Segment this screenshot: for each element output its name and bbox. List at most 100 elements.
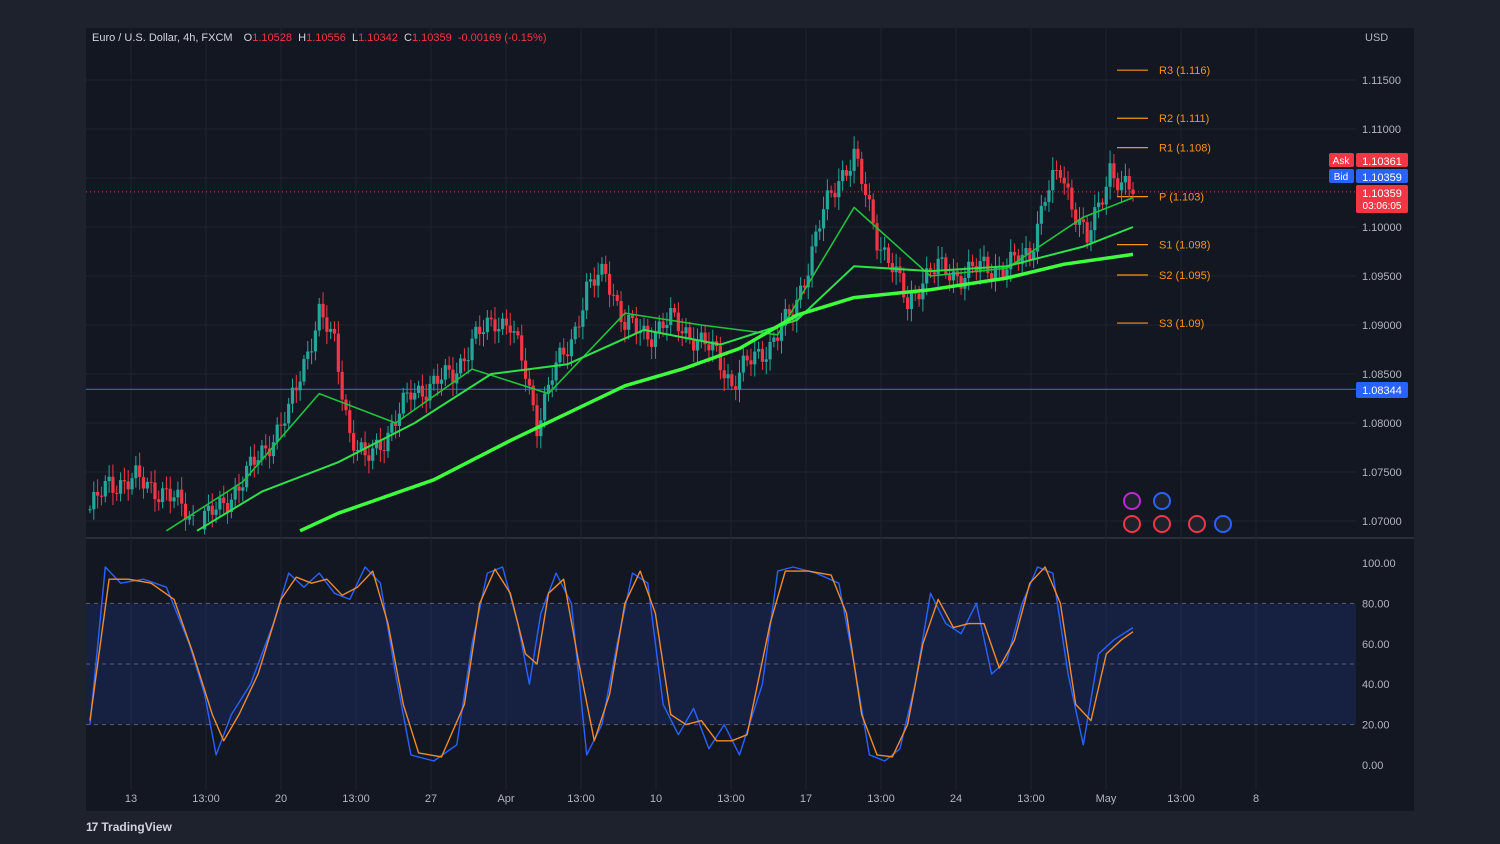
candle-body [420,385,424,397]
stoch-line [89,566,1134,758]
price-axis-tick-label: 1.10000 [1362,222,1402,234]
candle-body [871,199,875,224]
candle-body [802,285,807,288]
candle-body [650,339,654,347]
candle-body [917,293,921,300]
candle-body [271,442,275,457]
candle-body [527,378,531,386]
candle-body [623,322,627,330]
candle-body [577,326,581,328]
candle-body [902,273,906,298]
candle-body [607,273,612,295]
hline-badge: 1.08344 [1362,385,1402,397]
candle-body [585,281,589,311]
candle-body [229,499,233,512]
low-value: 1.10342 [358,32,398,44]
price-axis-tick-label: 1.11000 [1362,124,1401,136]
candle-body [1028,248,1032,260]
candle-body [520,335,524,361]
candle-body [432,375,436,384]
open-value: 1.10528 [252,32,292,44]
candle-body [443,365,447,380]
candle-body [1085,222,1089,243]
candle-body [982,256,986,262]
ask-label-bg [1329,153,1354,167]
candle-body [474,326,478,339]
candle-body [470,338,474,361]
candle-body [1081,219,1085,223]
candle-body [680,331,684,334]
tradingview-brand[interactable]: 17 TradingView [86,820,172,834]
candle-body [290,387,295,404]
candle-body [592,279,596,286]
ema-line [299,252,1134,533]
price-axis-tick-label: 1.08000 [1362,418,1402,430]
candle-body [466,360,470,362]
economic-event-icon [1123,492,1141,510]
candle-body [153,482,157,500]
candle-body [860,158,864,184]
candle-body [1066,183,1070,188]
candle-body [111,476,115,493]
candle-body [1051,170,1055,191]
chart-frame [86,28,1414,811]
candle-body [1074,209,1078,225]
candle-body [543,393,547,421]
candle-body [653,332,658,347]
candle-body [260,445,264,461]
candle-body [856,148,860,159]
bid-badge: 1.10359 [1362,172,1402,184]
candle-body [615,294,619,301]
candle-body [512,331,516,333]
candle-body [692,338,696,351]
x-axis-tick-label: May [1096,793,1117,805]
x-axis-tick-label: 13:00 [717,793,745,805]
candle-body [405,392,409,394]
candle-body [814,231,818,247]
candle-body [149,481,153,483]
candle-body [504,318,509,326]
candle-body [565,354,570,357]
candle-body [844,170,849,176]
candle-body [718,346,722,371]
candle-body [478,326,482,335]
candle-body [501,318,505,330]
candle-body [657,321,661,333]
candle-body [970,261,975,267]
x-axis-tick-label: 8 [1253,793,1259,805]
candle-body [485,317,489,333]
candle-body [879,249,883,251]
candle-body [1012,251,1017,256]
candle-body [1077,219,1082,225]
change-value: -0.00169 (-0.15%) [457,32,547,44]
candle-body [96,491,100,496]
candle-body [336,333,340,372]
candle-body [913,292,917,294]
candle-body [1062,177,1066,184]
candle-body [745,355,749,361]
candle-body [248,456,253,466]
candle-body [699,332,703,341]
candle-body [978,261,982,273]
tradingview-logo-icon: 17 [86,820,98,834]
candle-body [688,327,692,339]
candle-body [741,355,745,373]
candle-body [821,209,826,229]
candle-body [886,247,891,264]
candle-body [986,256,990,274]
candle-body [604,263,608,274]
candle-body [852,148,856,171]
pivot-level-label: S1 (1.098) [1159,240,1210,252]
candle-body [497,329,501,332]
pivot-level-label: R2 (1.111) [1159,113,1209,125]
candle-body [581,310,585,327]
candle-body [630,315,635,319]
candle-body [206,505,211,511]
symbol-title[interactable]: Euro / U.S. Dollar, 4h, FXCM [92,32,233,44]
candle-body [329,328,333,332]
bid-label-bg [1329,169,1354,183]
price-axis-tick-label: 1.09000 [1362,320,1402,332]
candle-body [546,384,551,394]
x-axis-tick-label: 17 [800,793,812,805]
